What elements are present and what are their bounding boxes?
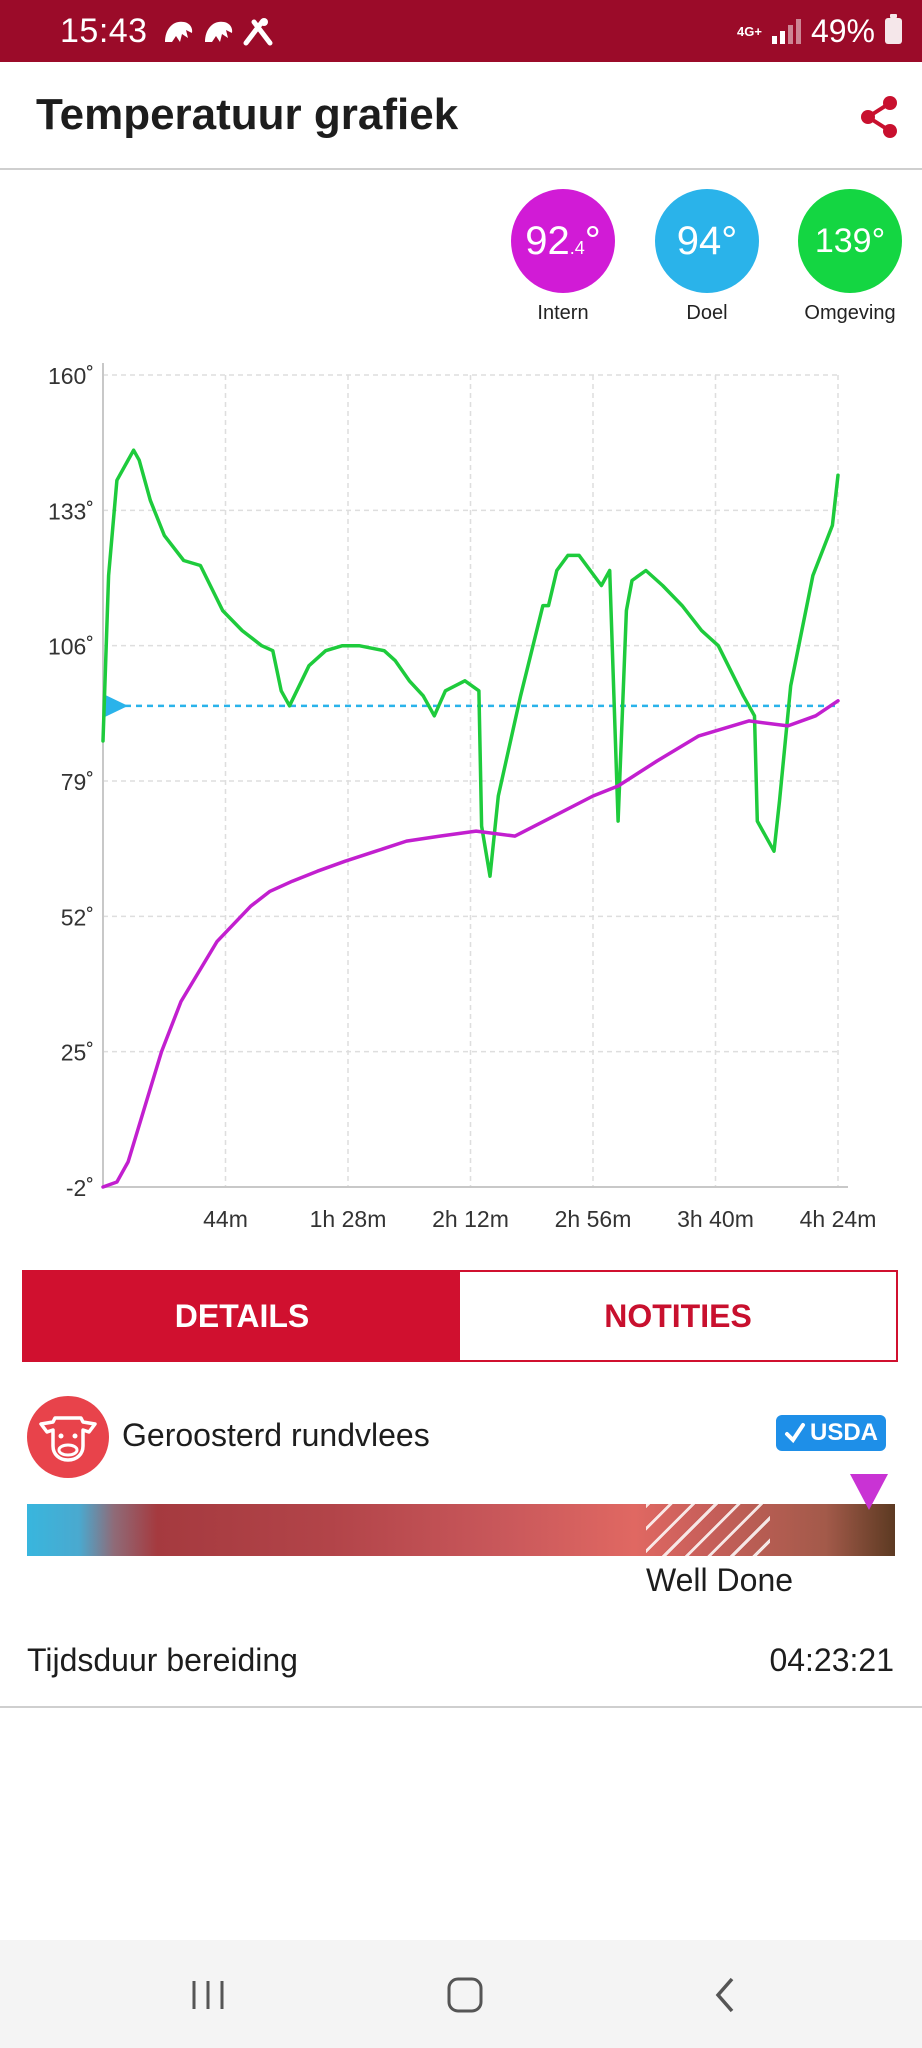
x-tick-label: 44m — [203, 1206, 248, 1232]
battery-icon — [885, 14, 902, 44]
x-tick-label: 4h 24m — [800, 1206, 877, 1232]
status-bar: 15:43 4G+ 49% — [0, 0, 922, 62]
y-tick-label: 25˚ — [61, 1040, 94, 1066]
dragon-icon — [164, 21, 192, 42]
back-icon[interactable] — [695, 1970, 755, 2020]
home-icon[interactable] — [435, 1970, 495, 2020]
tab-details[interactable]: DETAILS — [24, 1272, 460, 1360]
usda-badge[interactable]: USDA — [776, 1415, 886, 1451]
internal-temp-bubble: 92.4 ° — [511, 189, 615, 293]
doneness-label: Well Done — [646, 1562, 794, 1598]
target-marker-icon — [103, 693, 128, 718]
x-tick-label: 2h 12m — [432, 1206, 509, 1232]
tab-bar: DETAILS NOTITIES — [22, 1270, 898, 1362]
cow-icon — [27, 1396, 109, 1478]
ambient-temp-bubble: 139 ° — [798, 189, 902, 293]
ambient-temp-label: Omgeving — [804, 302, 896, 324]
system-nav-bar — [0, 1940, 922, 2048]
internal-temp-label: Intern — [537, 302, 589, 324]
target-temp-label: Doel — [686, 302, 728, 324]
app-bar: Temperatuur grafiek — [0, 62, 922, 170]
y-tick-label: -2˚ — [66, 1175, 94, 1201]
y-tick-label: 79˚ — [61, 769, 94, 795]
crossed-tools-icon — [243, 18, 273, 46]
cook-duration-label: Tijdsduur bereiding — [27, 1642, 298, 1678]
recents-icon[interactable] — [178, 1970, 238, 2020]
ambient-temp-line — [101, 448, 840, 878]
divider — [0, 1706, 922, 1708]
tab-notes[interactable]: NOTITIES — [460, 1272, 896, 1360]
share-icon[interactable] — [854, 92, 904, 142]
checkmark-icon — [784, 1423, 805, 1444]
page-title: Temperatuur grafiek — [36, 90, 459, 139]
temperature-chart[interactable]: 160˚ 133˚ 106˚ 79˚ 52˚ 25˚ -2˚ 44m 1h 28m 2h 12m 2… — [0, 340, 922, 1240]
battery-level: 49% — [810, 12, 875, 49]
doneness-pointer-icon — [850, 1474, 888, 1510]
network-type: 4G+ — [737, 23, 762, 39]
cook-duration-value: 04:23:21 — [769, 1642, 894, 1678]
x-tick-label: 2h 56m — [555, 1206, 632, 1232]
y-tick-label: 160˚ — [48, 363, 94, 389]
x-tick-label: 1h 28m — [310, 1206, 387, 1232]
dragon-icon — [204, 21, 232, 42]
clock: 15:43 — [60, 11, 148, 50]
y-tick-label: 133˚ — [48, 498, 94, 524]
notification-icons — [162, 16, 274, 46]
meat-type: Geroosterd rundvlees — [122, 1417, 430, 1453]
signal-icon — [771, 18, 801, 44]
y-tick-label: 106˚ — [48, 634, 94, 660]
internal-temp-line — [101, 699, 840, 1189]
x-tick-label: 3h 40m — [677, 1206, 754, 1232]
target-temp-bubble: 94 ° — [655, 189, 759, 293]
y-tick-label: 52˚ — [61, 904, 94, 930]
doneness-target-zone — [646, 1504, 770, 1556]
